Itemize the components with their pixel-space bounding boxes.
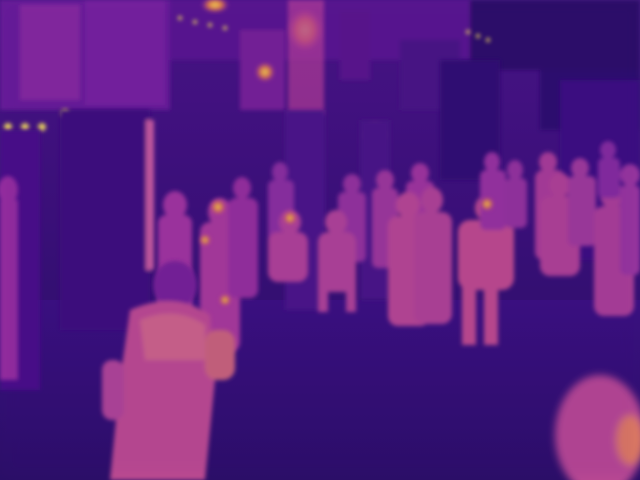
- haze: [0, 0, 640, 480]
- thermal-scene: [0, 0, 640, 480]
